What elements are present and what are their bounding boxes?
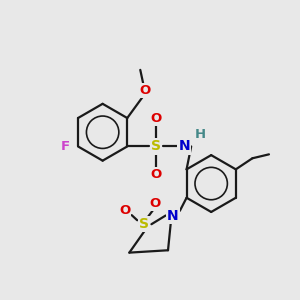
Text: O: O [150, 168, 161, 181]
Text: O: O [119, 204, 130, 217]
Text: H: H [195, 128, 206, 141]
Text: O: O [140, 84, 151, 97]
Text: O: O [150, 197, 161, 210]
Text: F: F [61, 140, 70, 153]
Text: N: N [167, 208, 178, 223]
Text: S: S [151, 140, 161, 153]
Text: N: N [178, 140, 190, 153]
Text: O: O [150, 112, 161, 125]
Text: S: S [139, 217, 149, 231]
